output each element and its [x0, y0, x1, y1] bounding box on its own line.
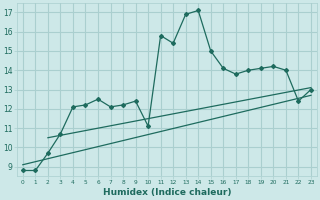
X-axis label: Humidex (Indice chaleur): Humidex (Indice chaleur)	[103, 188, 231, 197]
